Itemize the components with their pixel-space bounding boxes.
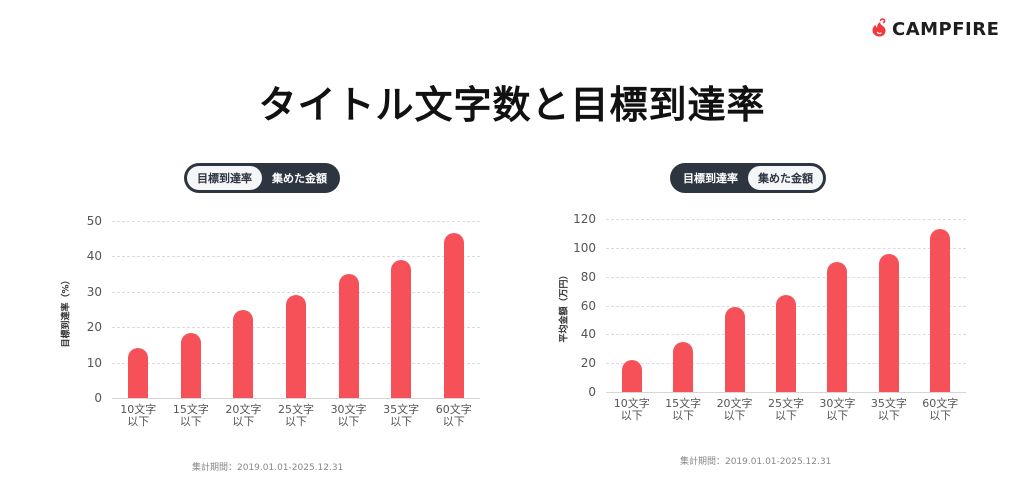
x-axis-line <box>606 392 966 393</box>
bar[interactable] <box>443 233 464 398</box>
x-tick-label: 20文字 以下 <box>710 398 760 422</box>
y-tick-label: 100 <box>573 240 596 255</box>
x-tick-label-line: 30文字 <box>330 403 367 416</box>
bar[interactable] <box>391 259 412 398</box>
plot-area: 0 10 20 30 40 50 10文字 以下 15文字 以下 20文字 以下 25文字 以下 30文字以… <box>87 214 480 428</box>
x-tick-label: 15文字 以下 <box>658 398 708 422</box>
y-tick-label: 20 <box>580 356 596 371</box>
y-tick-label: 50 <box>86 214 102 228</box>
x-tick-label: 10文字 以下 <box>607 398 657 422</box>
campfire-logo[interactable]: CAMPFIRE <box>871 18 999 41</box>
x-tick-label-line: 10文字 <box>613 397 650 410</box>
brand-name: CAMPFIRE <box>892 19 1000 40</box>
left-metric-toggle[interactable]: 目標到達率 集めた金額 <box>184 163 340 193</box>
x-tick-label-line: 以下 <box>285 415 307 428</box>
bar[interactable] <box>128 347 149 398</box>
bar[interactable] <box>930 229 951 392</box>
x-tick-label: 60文字 以下 <box>429 404 479 428</box>
gridline <box>112 221 480 222</box>
x-tick-label: 35文字 以下 <box>376 404 426 428</box>
x-tick-label: 25文字 以下 <box>761 398 811 422</box>
x-tick-label-line: 20文字 <box>225 403 262 416</box>
x-tick-label: 35文字 以下 <box>864 398 914 422</box>
toggle-amount-raised[interactable]: 集めた金額 <box>748 166 823 190</box>
x-tick-label: 10文字 以下 <box>113 404 163 428</box>
x-tick-label: 15文字 以下 <box>166 404 216 428</box>
x-tick-label-line: 以下 <box>127 415 150 428</box>
right-metric-toggle[interactable]: 目標到達率 集めた金額 <box>670 163 826 193</box>
x-tick-label: 20文字 以下 <box>218 404 268 428</box>
x-tick-label-line: 25文字 <box>278 403 314 416</box>
bar[interactable] <box>724 306 745 392</box>
y-tick-label: 120 <box>573 212 596 226</box>
x-tick-label-line: 30文字 <box>819 397 856 410</box>
x-tick-label-line: 25文字 <box>768 397 804 410</box>
x-tick-label-line: 60文字 <box>922 397 959 410</box>
x-tick-label-line: 以下 <box>826 409 849 422</box>
y-tick-label: 40 <box>86 249 102 264</box>
aggregation-period-note: 集計期間：2019.01.01-2025.12.31 <box>192 463 344 473</box>
bar[interactable] <box>827 262 848 392</box>
y-tick-label: 30 <box>86 284 102 299</box>
x-tick-label: 30文字 以下 <box>812 398 862 422</box>
x-tick-label-line: 以下 <box>775 409 797 422</box>
y-tick-label: 20 <box>86 320 102 335</box>
x-tick-label-line: 60文字 <box>435 403 472 416</box>
x-tick-label-line: 10文字 <box>120 403 157 416</box>
x-tick-label-line: 15文字 <box>172 403 209 416</box>
plot-area: 0 20 40 60 80 100 120 10文字 以下 15文字 以下 20文字 以下 25文字 以下 3… <box>573 212 966 422</box>
x-tick-label-line: 以下 <box>179 415 202 428</box>
y-tick-label: 0 <box>94 391 102 405</box>
goal-rate-bar-chart: 目標到達率（%） 0 10 20 30 40 50 10文字 以下 15文字 以下 20文字 以下 25… <box>62 214 480 473</box>
bar[interactable] <box>878 253 899 392</box>
x-tick-label-line: 以下 <box>390 415 413 428</box>
bar[interactable] <box>621 360 642 392</box>
bar[interactable] <box>286 294 306 398</box>
x-tick-label-line: 以下 <box>877 409 900 422</box>
bar[interactable] <box>776 295 796 392</box>
gridline <box>606 247 966 249</box>
toggle-amount-raised[interactable]: 集めた金額 <box>272 172 327 185</box>
x-tick-label: 30文字 以下 <box>324 404 374 428</box>
gridline <box>606 276 966 278</box>
y-tick-label: 10 <box>86 355 102 370</box>
bar[interactable] <box>338 273 359 398</box>
x-tick-label-line: 以下 <box>337 415 360 428</box>
x-tick-label-line: 以下 <box>723 409 746 422</box>
x-tick-label-line: 以下 <box>620 409 643 422</box>
x-tick-label: 25文字 以下 <box>271 404 321 428</box>
x-tick-label-line: 以下 <box>232 415 255 428</box>
x-tick-label-line: 35文字 <box>870 397 907 410</box>
x-tick-label-line: 以下 <box>442 415 465 428</box>
y-tick-label: 40 <box>580 327 596 342</box>
x-tick-label-line: 以下 <box>929 409 952 422</box>
bar[interactable] <box>673 341 694 392</box>
gridline <box>112 256 480 258</box>
campfire-flame-icon <box>871 18 888 41</box>
x-tick-label-line: 以下 <box>672 409 695 422</box>
x-axis-line <box>112 398 480 399</box>
bar[interactable] <box>233 310 254 398</box>
toggle-goal-rate[interactable]: 目標到達率 <box>683 172 738 185</box>
gridline <box>112 291 480 293</box>
gridline <box>606 219 966 220</box>
x-tick-label-line: 35文字 <box>383 403 420 416</box>
x-tick-label-line: 15文字 <box>665 397 702 410</box>
y-tick-label: 0 <box>588 385 596 399</box>
toggle-goal-rate[interactable]: 目標到達率 <box>187 166 262 190</box>
y-tick-label: 60 <box>580 298 596 313</box>
bar[interactable] <box>180 332 201 398</box>
aggregation-period-note: 集計期間：2019.01.01-2025.12.31 <box>680 457 832 467</box>
y-tick-label: 80 <box>580 269 596 284</box>
x-tick-label-line: 20文字 <box>716 397 753 410</box>
page-title: タイトル文字数と目標到達率 <box>258 83 766 127</box>
x-tick-label: 60文字 以下 <box>915 398 965 422</box>
